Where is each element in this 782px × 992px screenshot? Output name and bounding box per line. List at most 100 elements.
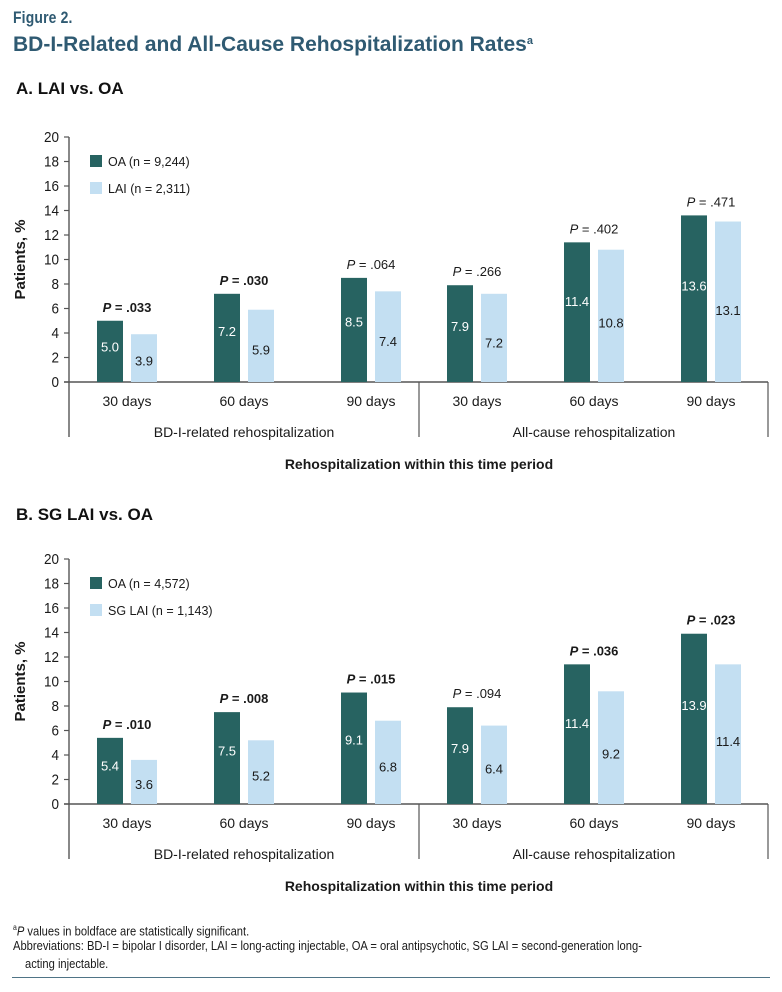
legend-swatch-oa: [90, 155, 102, 167]
p-value: = .010: [111, 717, 151, 732]
panel-b-title: B. SG LAI vs. OA: [16, 505, 153, 524]
bar-value-label-lai: 3.6: [135, 777, 153, 792]
panel-a-title: A. LAI vs. OA: [16, 79, 124, 98]
p-value-label: P = .402: [570, 221, 619, 236]
bar-value-label-lai: 6.4: [485, 762, 503, 777]
footnote-abbreviations: Abbreviations: BD-I = bipolar I disorder…: [13, 938, 642, 953]
p-value: = .033: [111, 300, 151, 315]
bar-lai: [481, 725, 507, 804]
p-value: = .402: [578, 221, 618, 236]
x-tick-label: 90 days: [686, 815, 735, 831]
bar-value-label-oa: 7.2: [218, 324, 236, 339]
p-value-label: P = .010: [103, 717, 152, 732]
p-value-label: P = .008: [220, 691, 269, 706]
p-symbol: P: [347, 672, 356, 687]
p-value: = .015: [355, 672, 395, 687]
bar-oa: [214, 712, 240, 804]
p-symbol: P: [103, 717, 112, 732]
x-tick-label: 30 days: [452, 393, 501, 409]
y-tick-label: 6: [51, 301, 59, 318]
y-tick-label: 4: [51, 747, 59, 764]
y-tick-label: 10: [44, 674, 59, 691]
x-tick-label: 30 days: [102, 815, 151, 831]
bar-oa: [214, 293, 240, 382]
bar-value-label-oa: 11.4: [565, 716, 589, 731]
p-value: = .064: [355, 257, 395, 272]
p-symbol: P: [453, 686, 462, 701]
bar-oa: [681, 215, 707, 382]
p-value-label: P = .033: [103, 300, 152, 315]
figure-label: Figure 2.: [13, 8, 73, 27]
bar-value-label-oa: 5.0: [101, 339, 119, 354]
bar-value-label-lai: 5.2: [252, 768, 270, 783]
bar-value-label-oa: 8.5: [345, 315, 363, 330]
bar-value-label-oa: 7.9: [451, 319, 469, 334]
y-tick-label: 6: [51, 723, 59, 740]
y-tick-label: 14: [44, 203, 59, 220]
legend-swatch-lai: [90, 182, 102, 194]
y-tick-label: 10: [44, 252, 59, 269]
x-tick-label: 30 days: [452, 815, 501, 831]
bar-value-label-lai: 6.8: [379, 760, 397, 775]
bar-lai: [481, 293, 507, 382]
footnote-p-italic: P: [16, 923, 25, 939]
bar-value-label-lai: 11.4: [716, 734, 740, 749]
y-tick-label: 16: [44, 178, 59, 195]
bar-oa: [447, 285, 473, 382]
legend-label-oa: OA (n = 9,244): [108, 155, 190, 169]
p-symbol: P: [570, 221, 579, 236]
bar-value-label-oa: 7.5: [218, 744, 236, 759]
p-value-label: P = .094: [453, 686, 502, 701]
x-axis-label: Rehospitalization within this time perio…: [285, 456, 553, 472]
bar-value-label-oa: 7.9: [451, 741, 469, 756]
x-group-label: All-cause rehospitalization: [513, 846, 676, 862]
x-tick-label: 60 days: [569, 815, 618, 831]
bar-value-label-oa: 13.9: [681, 698, 706, 713]
y-tick-label: 20: [44, 129, 59, 146]
figure-title-text: BD-I-Related and All-Cause Rehospitaliza…: [13, 33, 527, 56]
bar-value-label-lai: 7.2: [485, 335, 503, 350]
p-value: = .471: [695, 194, 735, 209]
x-tick-label: 60 days: [219, 815, 268, 831]
footnote-marker: a: [13, 923, 17, 932]
footer-rule: [12, 977, 770, 978]
y-tick-label: 12: [44, 649, 59, 666]
y-tick-label: 0: [51, 796, 59, 813]
p-symbol: P: [347, 257, 356, 272]
bar-lai: [715, 221, 741, 382]
legend-swatch-lai: [90, 604, 102, 616]
bar-oa: [564, 664, 590, 804]
legend-label-lai: SG LAI (n = 1,143): [108, 604, 213, 618]
p-value: = .036: [578, 643, 618, 658]
p-symbol: P: [570, 643, 579, 658]
p-symbol: P: [687, 194, 696, 209]
chart-panel-a: 0 2 4 6 8 10 12 14 16 18 20 Patients, % 5.0 7.2 8.5 7.9…: [12, 129, 769, 472]
chart-panel-b: 0 2 4 6 8 10 12 14 16 18 20 Patients, % 5.4 7.5 9.1 7.9…: [12, 551, 769, 894]
y-tick-label: 4: [51, 325, 59, 342]
y-axis-label: Patients, %: [12, 219, 29, 299]
x-tick-label: 90 days: [346, 393, 395, 409]
p-value-label: P = .064: [347, 257, 396, 272]
y-tick-label: 16: [44, 600, 59, 617]
bar-lai: [598, 249, 624, 382]
p-value-label: P = .036: [570, 643, 619, 658]
bar-value-label-lai: 10.8: [598, 315, 623, 330]
bar-value-label-lai: 5.9: [252, 342, 270, 357]
bar-value-label-lai: 9.2: [602, 746, 620, 761]
bar-oa: [97, 320, 123, 382]
p-symbol: P: [220, 273, 229, 288]
p-symbol: P: [453, 264, 462, 279]
x-axis-label: Rehospitalization within this time perio…: [285, 878, 553, 894]
bar-value-label-lai: 7.4: [379, 334, 397, 349]
y-tick-label: 14: [44, 625, 59, 642]
bar-lai: [375, 720, 401, 804]
x-group-label: All-cause rehospitalization: [513, 424, 676, 440]
p-value-label: P = .023: [687, 613, 736, 628]
bar-value-label-oa: 13.6: [681, 278, 706, 293]
p-symbol: P: [220, 691, 229, 706]
x-tick-label: 60 days: [569, 393, 618, 409]
x-tick-label: 90 days: [346, 815, 395, 831]
footnote-a-text: values in boldface are statistically sig…: [24, 923, 250, 939]
x-tick-label: 60 days: [219, 393, 268, 409]
footnote-abbreviations-cont: acting injectable.: [25, 956, 109, 971]
